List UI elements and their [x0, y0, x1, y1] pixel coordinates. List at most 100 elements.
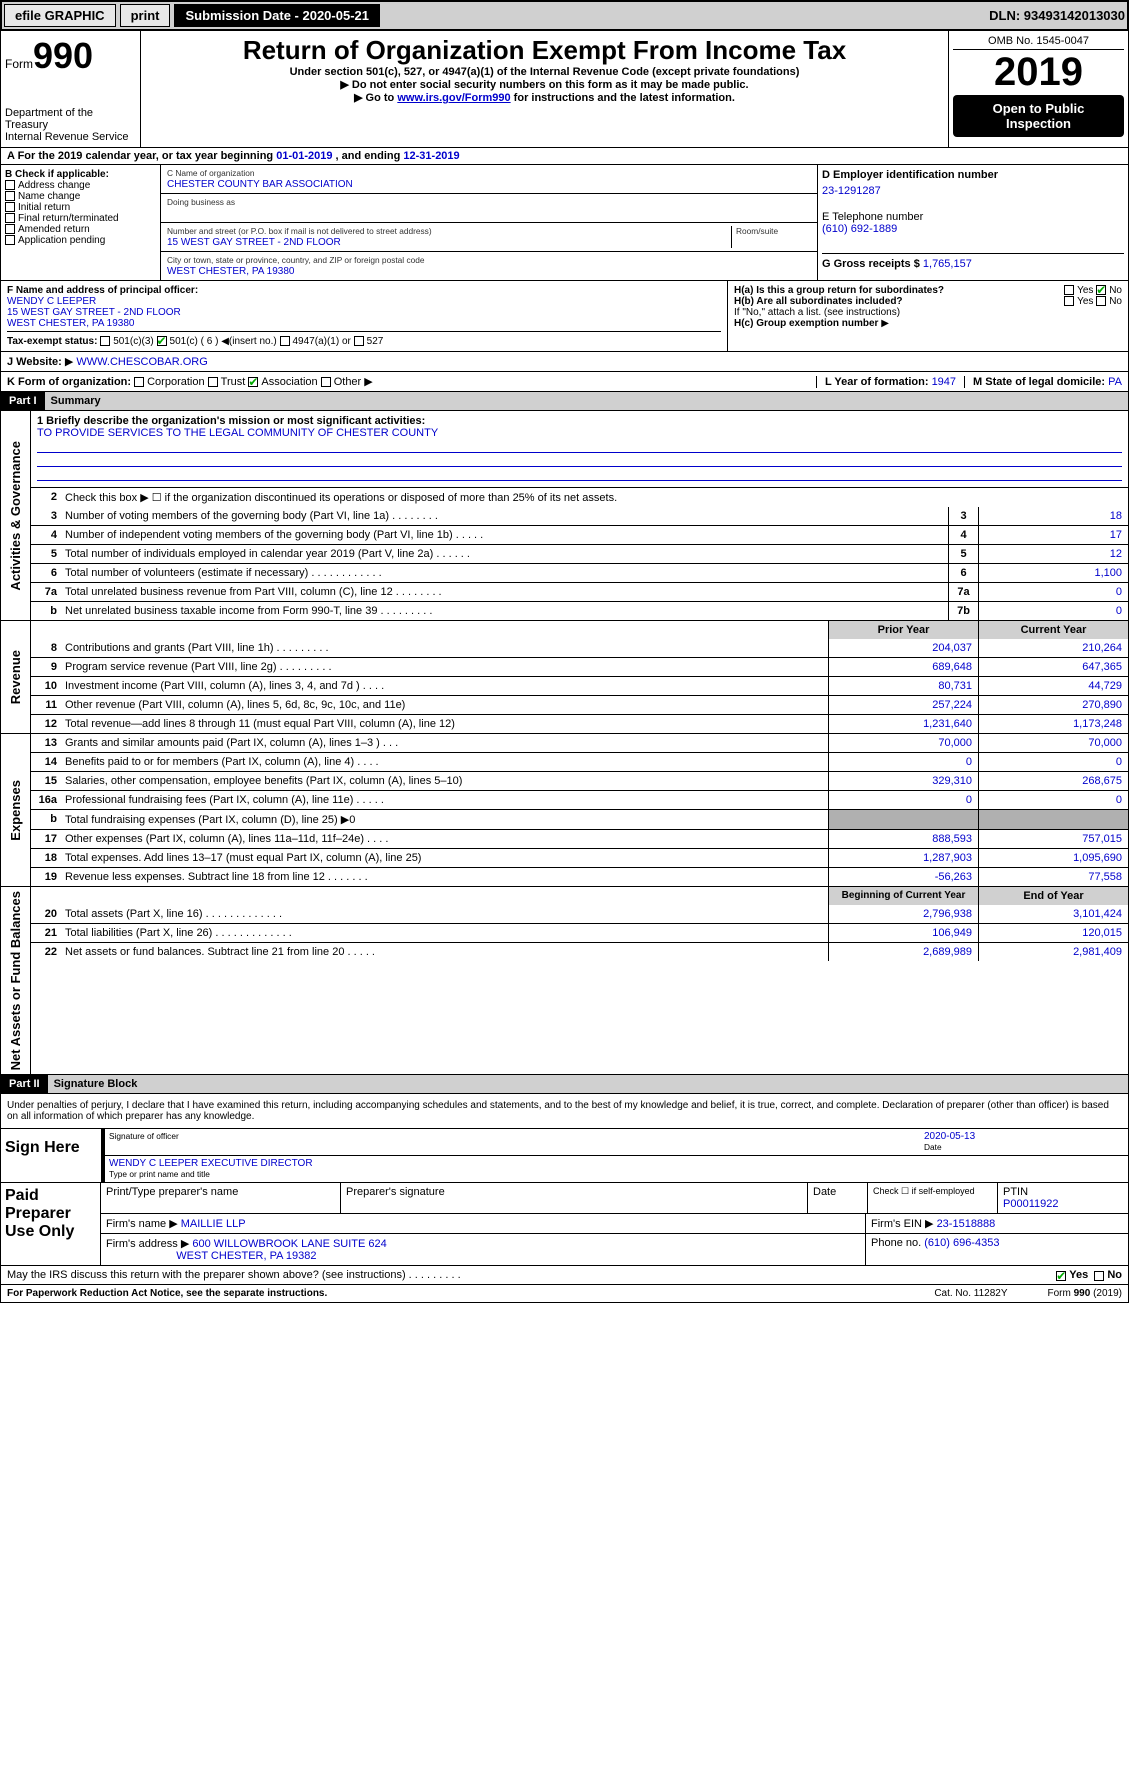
line-box: 5 [948, 545, 978, 563]
current-year-value: 1,173,248 [978, 715, 1128, 733]
irs-link[interactable]: www.irs.gov/Form990 [397, 92, 510, 104]
current-year-value: 2,981,409 [978, 943, 1128, 961]
prior-year-value: 1,287,903 [828, 849, 978, 867]
line-value: 0 [978, 602, 1128, 620]
form-org-row: K Form of organization: Corporation Trus… [0, 372, 1129, 392]
ptin-label: PTIN [1003, 1186, 1028, 1198]
line-box: 7b [948, 602, 978, 620]
line-num: 9 [31, 658, 61, 676]
chk-final-return[interactable] [5, 213, 15, 223]
current-year-value: 120,015 [978, 924, 1128, 942]
line-num: 11 [31, 696, 61, 714]
chk-527[interactable] [354, 336, 364, 346]
line-box: 3 [948, 507, 978, 525]
prior-year-value: 70,000 [828, 734, 978, 752]
line-desc: Benefits paid to or for members (Part IX… [61, 753, 828, 771]
chk-hb-yes[interactable] [1064, 296, 1074, 306]
line-box: 6 [948, 564, 978, 582]
sig-date-label: Date [924, 1142, 942, 1152]
line-num: 19 [31, 868, 61, 886]
governance-section: Activities & Governance 1 Briefly descri… [0, 411, 1129, 621]
chk-ha-yes[interactable] [1064, 285, 1074, 295]
line-desc: Professional fundraising fees (Part IX, … [61, 791, 828, 809]
current-year-hdr: Current Year [978, 621, 1128, 639]
line-2-desc: Check this box ▶ ☐ if the organization d… [61, 488, 1128, 507]
chk-discuss-no[interactable] [1094, 1271, 1104, 1281]
gross-receipts-label: G Gross receipts $ [822, 258, 920, 270]
mission-question: 1 Briefly describe the organization's mi… [37, 415, 425, 427]
form-ref: Form 990 (2019) [1048, 1288, 1122, 1299]
line-num: 8 [31, 639, 61, 657]
website-label: J Website: [7, 356, 62, 368]
line-desc: Other revenue (Part VIII, column (A), li… [61, 696, 828, 714]
line-desc: Grants and similar amounts paid (Part IX… [61, 734, 828, 752]
chk-other[interactable] [321, 377, 331, 387]
firm-phone: (610) 696-4353 [924, 1237, 999, 1249]
line-value: 18 [978, 507, 1128, 525]
open-to-public: Open to Public Inspection [953, 95, 1124, 137]
firm-addr2: WEST CHESTER, PA 19382 [176, 1250, 316, 1262]
prior-year-value: 80,731 [828, 677, 978, 695]
prior-year-value: 2,796,938 [828, 905, 978, 923]
chk-501c[interactable] [157, 336, 167, 346]
opt-4947: 4947(a)(1) or [293, 336, 351, 347]
website-row: J Website: ▶ WWW.CHESCOBAR.ORG [0, 352, 1129, 372]
dba-label: Doing business as [167, 197, 235, 207]
line-num: 6 [31, 564, 61, 582]
ptin-value: P00011922 [1003, 1198, 1058, 1210]
efile-button[interactable]: efile GRAPHIC [4, 4, 116, 27]
begin-year-hdr: Beginning of Current Year [828, 887, 978, 905]
line-num: 17 [31, 830, 61, 848]
part-2-badge: Part II [1, 1075, 48, 1093]
chk-address-change[interactable] [5, 180, 15, 190]
tax-exempt-label: Tax-exempt status: [7, 336, 97, 347]
room-label: Room/suite [736, 226, 778, 236]
officer-label: F Name and address of principal officer: [7, 285, 198, 296]
prior-year-value: 2,689,989 [828, 943, 978, 961]
chk-discuss-yes[interactable] [1056, 1271, 1066, 1281]
line-num: 21 [31, 924, 61, 942]
line-num: 18 [31, 849, 61, 867]
chk-application-pending[interactable] [5, 235, 15, 245]
chk-initial-return[interactable] [5, 202, 15, 212]
firm-addr1: 600 WILLOWBROOK LANE SUITE 624 [192, 1238, 386, 1250]
chk-4947[interactable] [280, 336, 290, 346]
paid-preparer-label: Paid Preparer Use Only [1, 1183, 101, 1265]
line-desc: Total expenses. Add lines 13–17 (must eq… [61, 849, 828, 867]
chk-corp[interactable] [134, 377, 144, 387]
line-desc: Total number of volunteers (estimate if … [61, 564, 948, 582]
chk-hb-no[interactable] [1096, 296, 1106, 306]
opt-name-change: Name change [18, 191, 80, 202]
chk-name-change[interactable] [5, 191, 15, 201]
chk-trust[interactable] [208, 377, 218, 387]
opt-initial-return: Initial return [18, 202, 70, 213]
state-domicile: PA [1108, 376, 1122, 388]
line-desc: Net unrelated business taxable income fr… [61, 602, 948, 620]
opt-trust: Trust [221, 376, 246, 388]
ein-value: 23-1291287 [822, 185, 1124, 197]
chk-amended[interactable] [5, 224, 15, 234]
line-box: 7a [948, 583, 978, 601]
line-desc: Revenue less expenses. Subtract line 18 … [61, 868, 828, 886]
year-formation: 1947 [932, 376, 956, 388]
line-num: 16a [31, 791, 61, 809]
opt-corp: Corporation [147, 376, 204, 388]
part-2-header: Part II Signature Block [0, 1075, 1129, 1094]
form-prefix: Form [5, 57, 33, 71]
line-desc: Salaries, other compensation, employee b… [61, 772, 828, 790]
paid-preparer: Paid Preparer Use Only Print/Type prepar… [0, 1183, 1129, 1266]
tax-year-end: 12-31-2019 [403, 150, 459, 162]
line-num: 20 [31, 905, 61, 923]
hb-yes: Yes [1077, 296, 1093, 307]
chk-501c3[interactable] [100, 336, 110, 346]
officer-name: WENDY C LEEPER [7, 296, 96, 307]
chk-ha-no[interactable] [1096, 285, 1106, 295]
omb-number: OMB No. 1545-0047 [953, 35, 1124, 50]
prior-year-value: 329,310 [828, 772, 978, 790]
expenses-section: Expenses 13Grants and similar amounts pa… [0, 734, 1129, 887]
firm-ein-label: Firm's EIN ▶ [871, 1218, 934, 1230]
print-button[interactable]: print [120, 4, 171, 27]
chk-assoc[interactable] [248, 377, 258, 387]
dept-treasury: Department of the Treasury [5, 107, 136, 131]
current-year-value: 3,101,424 [978, 905, 1128, 923]
